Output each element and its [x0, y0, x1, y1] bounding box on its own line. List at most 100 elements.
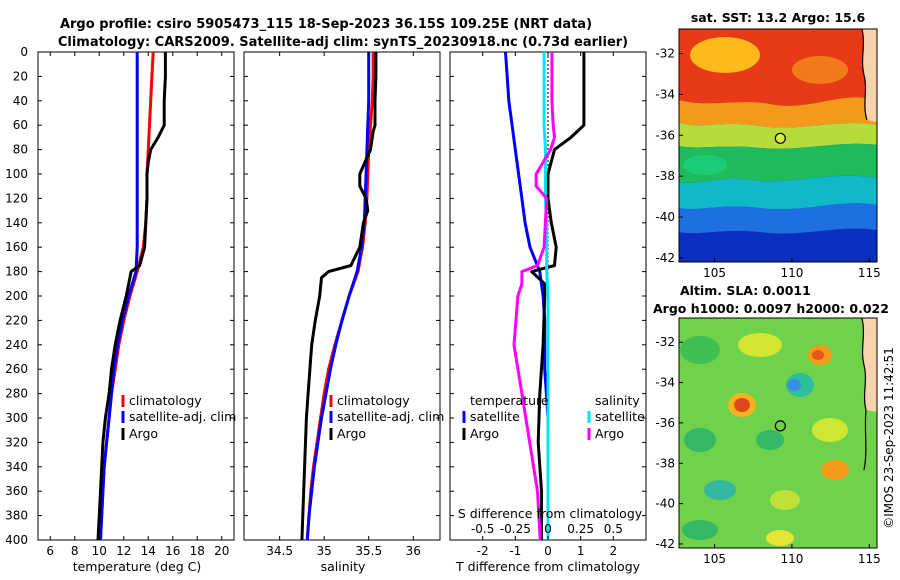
x-tick-label: 35 — [317, 544, 332, 558]
series-satellite-adj-clim — [305, 52, 371, 540]
map-y-tick-label: -42 — [655, 537, 675, 551]
x-tick-labels: 6 8 10 12 14 16 18 20 34.5 35 35.5 36 -2 -1 0 1 2-0.5 -0.… — [46, 52, 623, 558]
x-tick-label: 12 — [116, 544, 131, 558]
legend-temperature-heading: temperature — [470, 393, 549, 408]
salinity-axis-label: salinity — [321, 559, 366, 574]
sla-map-frame — [678, 317, 878, 549]
s-diff-tick-label: 0 — [544, 522, 552, 536]
s-diff-tick-label: 0.5 — [604, 522, 623, 536]
depth-tick-label: 80 — [13, 143, 28, 157]
depth-tick-label: 360 — [5, 484, 28, 498]
argo-location-marker — [774, 420, 786, 432]
sla-map — [679, 318, 877, 548]
legend-sal-satellite-label: satellite — [595, 409, 645, 424]
depth-tick-label: 300 — [5, 411, 28, 425]
temperature-legend: climatology satellite-adj. clim Argo — [121, 393, 236, 441]
depth-tick-label: 180 — [5, 265, 28, 279]
x-tick-label: 8 — [71, 544, 79, 558]
depth-tick-label: 400 — [5, 533, 28, 547]
x-tick-label: 6 — [46, 544, 54, 558]
map-x-tick-label: 110 — [780, 266, 803, 280]
map-y-tick-label: -36 — [655, 128, 675, 142]
legend-sal-argo-label: Argo — [595, 426, 624, 441]
legend-temp-satellite-label: satellite — [470, 409, 520, 424]
x-tick-label: 2 — [610, 544, 618, 558]
depth-tick-label: 220 — [5, 313, 28, 327]
map-y-tick-label: -40 — [655, 210, 675, 224]
legend-climatology-label: climatology — [337, 393, 410, 408]
series-temperature-argo — [530, 52, 586, 540]
sla-map-title-2: Argo h1000: 0.0097 h2000: 0.022 — [653, 301, 889, 316]
x-tick-label: 36 — [406, 544, 421, 558]
sla-map-title-1: Altim. SLA: 0.0011 — [680, 283, 811, 298]
legend-climatology-label: climatology — [129, 393, 202, 408]
legend-temp-argo-label: Argo — [470, 426, 499, 441]
difference-curves — [504, 52, 586, 540]
series-argo — [96, 52, 167, 540]
map-x-tick-label: 115 — [858, 552, 881, 566]
legend-salinity-heading: salinity — [595, 393, 640, 408]
map-x-tick-label: 105 — [703, 552, 726, 566]
s-diff-tick-label: 0.25 — [567, 522, 594, 536]
depth-tick-label: 20 — [13, 69, 28, 83]
legend-satellite-adj-label: satellite-adj. clim — [337, 409, 444, 424]
t-difference-axis-label: T difference from climatology — [455, 559, 641, 574]
x-tick-label: 14 — [141, 544, 156, 558]
series-salinity-argo — [512, 52, 556, 540]
legend-argo-label: Argo — [337, 426, 366, 441]
x-tick-label: 10 — [92, 544, 107, 558]
s-diff-tick-label: -0.5 — [471, 522, 494, 536]
series-satellite-adj-clim — [99, 52, 139, 540]
sst-map-frame — [678, 28, 878, 263]
depth-axis: 0 20 40 60 80 100 120 140 160 180 200 220 240 260 280 3… — [5, 45, 646, 547]
map-x-tick-label: 110 — [780, 552, 803, 566]
salinity-legend: climatology satellite-adj. clim Argo — [329, 393, 444, 441]
x-tick-label: 34.5 — [266, 544, 293, 558]
x-tick-label: 16 — [165, 544, 180, 558]
map-y-tick-label: -38 — [655, 169, 675, 183]
legend-argo-label: Argo — [129, 426, 158, 441]
map-x-tick-label: 105 — [703, 266, 726, 280]
depth-tick-label: 240 — [5, 338, 28, 352]
map-x-tick-label: 115 — [858, 266, 881, 280]
depth-tick-label: 160 — [5, 240, 28, 254]
depth-tick-label: 340 — [5, 460, 28, 474]
salinity-panel — [243, 51, 441, 541]
map-y-tick-label: -34 — [655, 87, 675, 101]
difference-legend: temperature satellite Argo salinity sate… — [462, 393, 645, 441]
x-tick-label: 35.5 — [355, 544, 382, 558]
map-y-tick-label: -32 — [655, 335, 675, 349]
depth-tick-label: 40 — [13, 94, 28, 108]
map-y-tick-label: -40 — [655, 497, 675, 511]
depth-tick-label: 100 — [5, 167, 28, 181]
depth-tick-label: 140 — [5, 216, 28, 230]
salinity-curves — [300, 52, 378, 540]
depth-tick-label: 0 — [20, 45, 28, 59]
depth-tick-label: 280 — [5, 387, 28, 401]
sst-map-title: sat. SST: 13.2 Argo: 15.6 — [691, 10, 866, 25]
imos-credit: ©IMOS 23-Sep-2023 11:42:51 — [882, 347, 896, 529]
map-y-tick-label: -36 — [655, 416, 675, 430]
sst-map — [679, 29, 877, 262]
x-tick-label: 20 — [214, 544, 229, 558]
depth-tick-label: 60 — [13, 118, 28, 132]
x-tick-label: -1 — [509, 544, 521, 558]
x-tick-label: 1 — [577, 544, 585, 558]
title-line-2: Climatology: CARS2009. Satellite-adj cli… — [58, 35, 628, 50]
legend-satellite-adj-label: satellite-adj. clim — [129, 409, 236, 424]
series-salinity-satellite — [542, 52, 550, 540]
argo-location-marker — [774, 132, 786, 144]
map-y-tick-label: -42 — [655, 251, 675, 265]
depth-tick-label: 200 — [5, 289, 28, 303]
s-diff-tick-label: -0.25 — [500, 522, 531, 536]
depth-tick-label: 320 — [5, 435, 28, 449]
temperature-axis-label: temperature (deg C) — [73, 559, 202, 574]
map-axes: 105 110 115 -32 -34 -36 -38 -40 -42 105 110 115 -32 -… — [655, 47, 880, 566]
series-argo — [300, 52, 378, 540]
depth-tick-label: 260 — [5, 362, 28, 376]
title-line-1: Argo profile: csiro 5905473_115 18-Sep-2… — [60, 17, 592, 32]
temperature-curves — [96, 52, 167, 540]
s-difference-axis-label: S difference from climatology — [458, 506, 643, 521]
map-y-tick-label: -38 — [655, 456, 675, 470]
